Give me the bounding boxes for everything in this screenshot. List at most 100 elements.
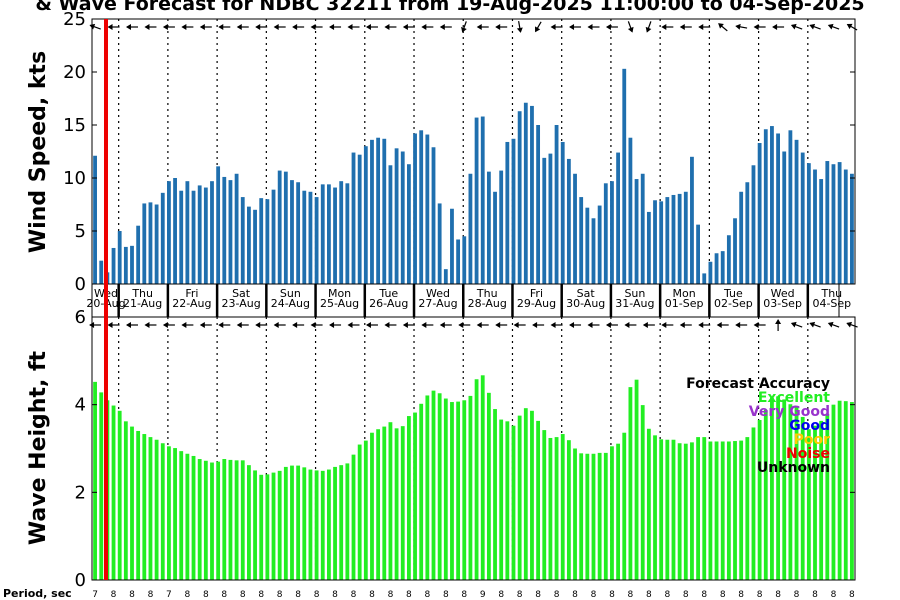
- wind-bar: [388, 165, 393, 284]
- wind-bar: [173, 178, 177, 284]
- day-date-label: 29-Aug: [517, 297, 556, 310]
- wind-bar: [505, 141, 510, 284]
- wave-direction-arrow: [273, 322, 286, 328]
- period-value: 8: [185, 590, 191, 600]
- wind-direction-arrow: [384, 24, 397, 30]
- legend-entry: Poor: [794, 432, 830, 448]
- wind-bar: [850, 173, 854, 284]
- wind-bar: [308, 191, 313, 284]
- day-date-label: 01-Sep: [665, 297, 704, 310]
- period-value: 8: [517, 590, 523, 600]
- day-date-label: 26-Aug: [369, 297, 408, 310]
- wave-bar: [450, 402, 454, 580]
- wave-direction-arrow: [199, 322, 212, 328]
- wave-bar: [486, 392, 491, 580]
- wind-bar: [160, 192, 165, 284]
- wind-bar: [413, 133, 417, 284]
- wave-bar: [160, 443, 165, 580]
- wind-bar: [123, 246, 128, 284]
- wind-direction-arrow: [461, 21, 467, 33]
- wind-bar: [400, 151, 405, 284]
- wind-bar: [782, 151, 787, 284]
- wave-bar: [720, 441, 725, 580]
- wave-bar: [548, 437, 553, 580]
- wave-bar: [499, 419, 504, 580]
- wind-bar: [117, 231, 122, 284]
- wave-bar: [437, 393, 442, 580]
- wave-bar: [99, 392, 104, 580]
- wind-bar: [726, 235, 731, 284]
- wave-bar: [302, 467, 307, 580]
- chart-title: & Wave Forecast for NDBC 32211 from 19-A…: [35, 0, 864, 15]
- wave-direction-arrow: [255, 322, 268, 328]
- wind-bar: [419, 130, 424, 284]
- wind-direction-arrow: [329, 24, 342, 30]
- wind-bar: [616, 152, 621, 284]
- wind-bar: [825, 161, 830, 284]
- day-of-week-label: Wed: [771, 287, 795, 300]
- wind-bar: [696, 224, 701, 284]
- wave-bar: [117, 410, 122, 580]
- wave-bar: [363, 440, 368, 580]
- period-value: 7: [166, 590, 172, 600]
- wave-bar: [733, 441, 737, 580]
- wave-bar: [566, 440, 571, 580]
- wind-direction-arrow: [790, 23, 803, 30]
- wind-bar: [573, 173, 577, 284]
- wind-direction-arrow: [273, 24, 286, 30]
- wind-bar: [333, 187, 337, 284]
- wind-y-tick-label: 25: [63, 9, 86, 30]
- wave-bar: [745, 437, 750, 580]
- wind-bar: [499, 170, 504, 284]
- wind-direction-arrow: [107, 24, 120, 30]
- wave-direction-arrow: [107, 322, 120, 328]
- period-value: 8: [221, 590, 227, 600]
- period-value: 8: [701, 590, 707, 600]
- wave-y-axis-ticks: 0 2 4 6: [75, 307, 855, 591]
- wind-bar: [530, 105, 534, 284]
- period-value: 8: [277, 590, 283, 600]
- wind-bar: [431, 147, 436, 284]
- wind-bar: [111, 247, 116, 284]
- wind-direction-arrow: [421, 24, 434, 30]
- wave-bar: [585, 453, 590, 580]
- wave-bar: [603, 452, 608, 580]
- wind-bar: [296, 182, 301, 284]
- wind-bar: [831, 164, 836, 284]
- wave-direction-arrow: [587, 322, 600, 328]
- wave-bar: [351, 454, 356, 580]
- wave-bar: [696, 437, 701, 580]
- wave-bar: [431, 390, 436, 580]
- wind-bar: [800, 152, 805, 284]
- wave-direction-arrow: [624, 322, 637, 328]
- wind-direction-arrow: [439, 24, 452, 30]
- period-value: 8: [720, 590, 726, 600]
- day-date-label: 30-Aug: [566, 297, 605, 310]
- wave-direction-arrow: [735, 322, 748, 328]
- wave-plot-frame: [91, 316, 856, 581]
- wave-height-bars: [93, 375, 854, 580]
- wind-bar: [240, 197, 245, 284]
- period-value: 8: [406, 590, 412, 600]
- wind-bar: [702, 273, 707, 284]
- day-date-label: 25-Aug: [320, 297, 359, 310]
- period-value: 8: [240, 590, 246, 600]
- wave-direction-arrow: [236, 322, 249, 328]
- wind-bar: [763, 129, 768, 284]
- wind-bar: [253, 209, 257, 284]
- wave-direction-arrow: [550, 322, 563, 328]
- wind-y-axis-ticks: 0 5 10 15 20 25: [63, 9, 855, 295]
- period-value: 9: [480, 590, 486, 600]
- wave-bar: [191, 455, 196, 580]
- wind-bar: [788, 130, 793, 284]
- wind-direction-arrow: [605, 24, 618, 30]
- wave-direction-arrow: [495, 322, 508, 328]
- wind-bar: [148, 202, 153, 284]
- period-value: 8: [757, 590, 763, 600]
- day-date-label: 03-Sep: [763, 297, 802, 310]
- wave-y-axis-label: Wave Height, ft: [26, 350, 51, 545]
- wave-direction-arrow: [402, 322, 415, 328]
- wind-bar: [234, 173, 239, 284]
- wave-direction-arrow: [569, 322, 582, 328]
